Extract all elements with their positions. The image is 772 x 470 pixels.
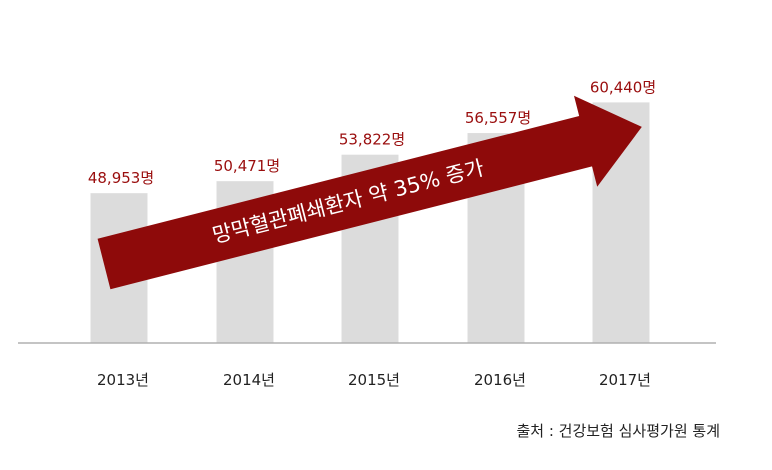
value-label: 50,471명 [214, 157, 280, 175]
x-tick-label: 2015년 [348, 371, 400, 389]
value-label: 60,440명 [590, 78, 656, 96]
x-tick-label: 2013년 [97, 371, 149, 389]
source-note: 출처 : 건강보험 심사평가원 통계 [516, 422, 720, 440]
tick-labels-group: 2013년 2014년 2015년 2016년 2017년 [97, 371, 651, 389]
x-tick-label: 2017년 [599, 371, 651, 389]
value-label: 53,822명 [339, 131, 405, 149]
x-tick-label: 2016년 [474, 371, 526, 389]
value-label: 56,557명 [465, 109, 531, 127]
value-label: 48,953명 [88, 169, 154, 187]
x-tick-label: 2014년 [223, 371, 275, 389]
trend-arrow-shape [97, 95, 642, 290]
value-labels-group: 48,953명 50,471명 53,822명 56,557명 60,440명 [88, 78, 656, 187]
